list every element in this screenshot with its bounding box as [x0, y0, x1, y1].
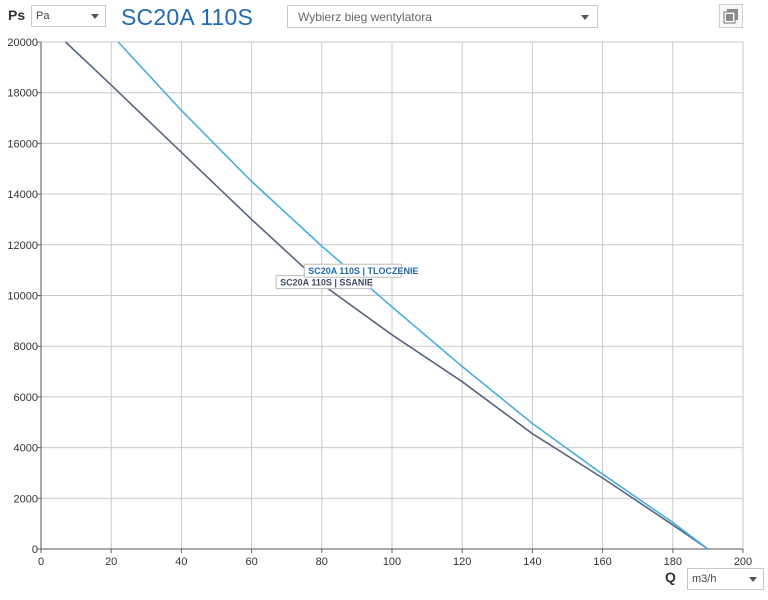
y-tick-label: 18000	[7, 88, 38, 100]
copy-button[interactable]	[719, 4, 743, 28]
x-tick-label: 100	[383, 556, 401, 568]
series-line-1	[65, 41, 709, 550]
x-tick-label: 80	[316, 556, 328, 568]
y-tick-label: 20000	[7, 37, 38, 49]
chart-grid	[41, 41, 744, 549]
x-tick-label: 140	[523, 556, 541, 568]
y-tick-label: 4000	[14, 443, 38, 455]
y-tick-label: 14000	[7, 189, 38, 201]
chart-title: SC20A 110S	[121, 4, 254, 30]
series-label-box	[303, 263, 402, 278]
copy-icon	[723, 9, 738, 24]
fan-speed-placeholder: Wybierz bieg wentylatora	[298, 9, 432, 24]
series-label-text: SC20A 110S | TLOCZENIE	[308, 266, 418, 276]
x-tick-label: 0	[38, 556, 44, 568]
x-tick-label: 120	[453, 556, 471, 568]
chevron-down-icon	[91, 14, 99, 19]
y-tick-label: 10000	[7, 291, 38, 303]
fan-speed-select[interactable]: Wybierz bieg wentylatora	[287, 5, 598, 28]
y-tick-label: 2000	[14, 493, 38, 505]
y-tick-label: 16000	[7, 138, 38, 150]
pressure-unit-select[interactable]: Pa	[31, 5, 106, 27]
series-labels: SC20A 110S | SSANIE SC20A 110S | TLOCZENI…	[275, 263, 418, 290]
y-tick-label: 0	[32, 544, 38, 556]
chevron-down-icon	[749, 577, 757, 582]
x-tick-label: 40	[175, 556, 187, 568]
x-axis-label: Q	[665, 569, 676, 585]
y-tick-label: 8000	[14, 341, 38, 353]
y-tick-label: 12000	[7, 240, 38, 252]
flow-unit-value: m3/h	[692, 573, 717, 585]
chart-series	[65, 41, 709, 550]
series-label-2: SC20A 110S | TLOCZENIE	[303, 263, 418, 278]
chevron-down-icon	[581, 14, 589, 20]
chart-axes: 0 20 40 60 80 100 120 140 160 180 2000200040006000…	[7, 37, 752, 568]
series-label-text: SC20A 110S | SSANIE	[280, 278, 373, 288]
x-tick-label: 200	[734, 556, 752, 568]
x-tick-label: 180	[664, 556, 682, 568]
x-tick-label: 160	[593, 556, 611, 568]
x-tick-label: 60	[245, 556, 257, 568]
series-line-2	[117, 41, 709, 550]
y-tick-label: 6000	[14, 392, 38, 404]
y-axis-label: Ps	[8, 7, 26, 23]
flow-unit-select[interactable]: m3/h	[687, 568, 764, 590]
x-tick-label: 20	[105, 556, 117, 568]
pressure-unit-value: Pa	[36, 10, 50, 22]
